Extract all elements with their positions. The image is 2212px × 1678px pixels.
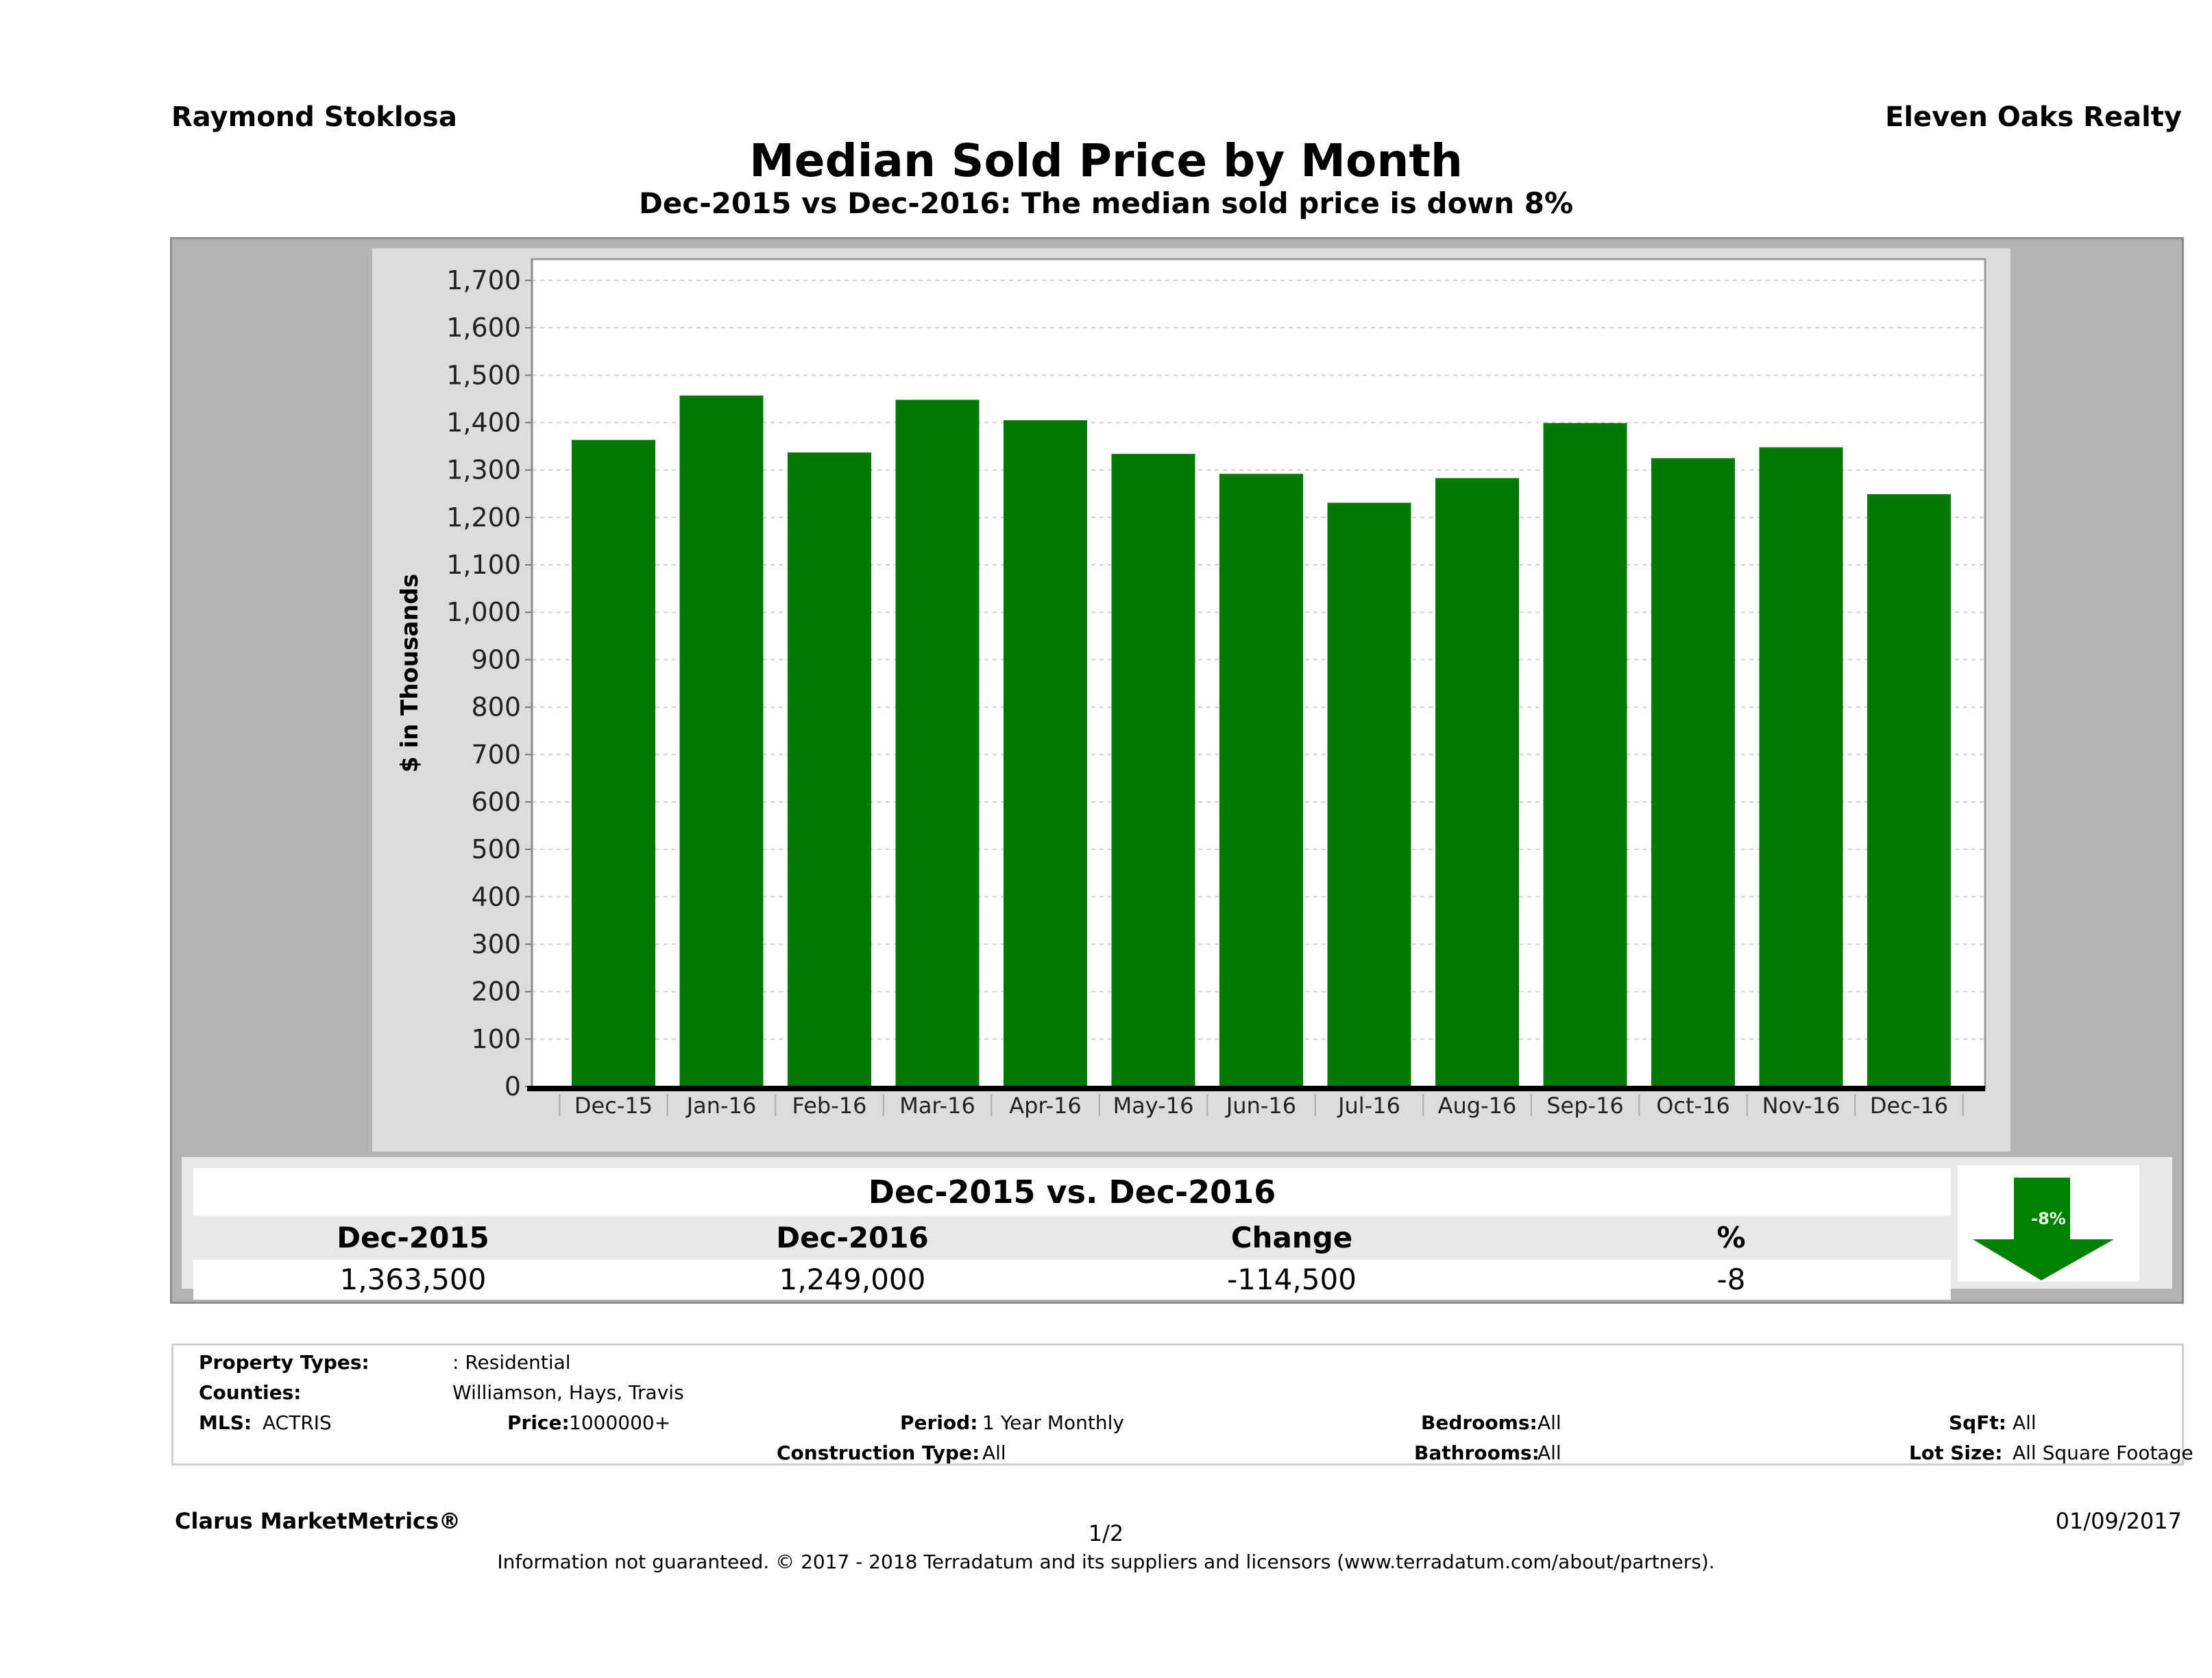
y-tick-label: 800 [471, 692, 521, 722]
bathrooms-label: Bathrooms: [1414, 1442, 1540, 1464]
summary-header-dec2016: Dec-2016 [776, 1221, 929, 1254]
bedrooms-label: Bedrooms: [1421, 1411, 1538, 1434]
bar-may-16 [1111, 454, 1195, 1086]
summary-header-dec2015: Dec-2015 [337, 1221, 489, 1254]
bars [572, 396, 1951, 1086]
property-types-value: : Residential [452, 1351, 571, 1374]
summary-value-dec2016: 1,249,000 [779, 1263, 926, 1296]
x-tick-label: Feb-16 [792, 1093, 867, 1119]
y-tick-label: 1,700 [446, 265, 521, 295]
bar-nov-16 [1759, 447, 1843, 1086]
y-axis-label: $ in Thousands [396, 574, 424, 773]
x-tick-label: Oct-16 [1656, 1093, 1730, 1119]
y-tick-label: 400 [471, 881, 521, 912]
y-tick-label: 1,400 [446, 408, 521, 438]
chart-panel: 0 100 200 300 400 500 600 700 800 900 1,000 1,100 1,… [372, 248, 2010, 1152]
y-tick-label: 1,300 [446, 455, 521, 485]
price-label: Price: [507, 1411, 570, 1434]
y-tick-label: 100 [471, 1024, 521, 1054]
bar-apr-16 [1004, 420, 1087, 1086]
y-tick-label: 600 [471, 787, 521, 817]
y-tick-label: 700 [471, 740, 521, 770]
x-tick-label: Dec-15 [574, 1093, 653, 1119]
chart-subtitle: Dec-2015 vs Dec-2016: The median sold pr… [638, 186, 1574, 220]
construction-type-value: All [982, 1442, 1006, 1464]
x-tick-label: Sep-16 [1546, 1093, 1624, 1119]
summary-header-row: Dec-2015 Dec-2016 Change % [193, 1216, 1951, 1260]
bar-mar-16 [895, 400, 980, 1086]
bar-jun-16 [1219, 474, 1303, 1086]
y-tick-label: 500 [471, 834, 521, 864]
y-tick-label: 1,600 [446, 313, 521, 343]
summary-header-change: Change [1230, 1221, 1353, 1254]
y-tick-label: 1,000 [446, 597, 521, 627]
bar-sep-16 [1543, 423, 1627, 1086]
y-tick-label: 300 [471, 929, 521, 959]
change-indicator-label: -8% [2031, 1209, 2066, 1228]
y-tick-label: 1,100 [446, 550, 521, 580]
report-date: 01/09/2017 [2055, 1508, 2182, 1534]
brokerage-name: Eleven Oaks Realty [1885, 101, 2182, 133]
construction-type-label: Construction Type: [777, 1442, 980, 1464]
y-axis-ticks: 0 100 200 300 400 500 600 700 800 900 1,000 1,100 1,… [446, 265, 532, 1102]
footer-brand: Clarus MarketMetrics® [175, 1508, 461, 1534]
y-tick-label: 900 [471, 644, 521, 674]
x-tick-label: Nov-16 [1762, 1093, 1840, 1119]
bar-jul-16 [1327, 502, 1411, 1086]
x-axis-ticks: Dec-15 Jan-16 Feb-16 Mar-16 Apr-16 May-16 Jun-… [559, 1093, 1964, 1119]
agent-name: Raymond Stoklosa [171, 101, 457, 133]
lot-size-value: All Square Footage [2013, 1442, 2193, 1464]
summary-title: Dec-2015 vs. Dec-2016 [193, 1168, 1951, 1216]
period-label: Period: [900, 1411, 978, 1434]
criteria-box: Property Types: : Residential Counties: … [171, 1343, 2193, 1466]
mls-label: MLS: [199, 1411, 252, 1434]
summary-value-percent: -8 [1716, 1263, 1746, 1296]
y-tick-label: 1,500 [446, 360, 521, 390]
bathrooms-value: All [1538, 1442, 1561, 1464]
y-tick-label: 0 [505, 1071, 521, 1102]
sqft-label: SqFt: [1949, 1411, 2006, 1434]
y-tick-label: 1,200 [446, 502, 521, 533]
x-tick-label: Jan-16 [685, 1093, 757, 1119]
summary-header-percent: % [1716, 1221, 1746, 1254]
x-tick-label: Dec-16 [1870, 1093, 1948, 1119]
x-tick-label: Apr-16 [1009, 1093, 1082, 1119]
page-number: 1/2 [1088, 1520, 1124, 1546]
counties-label: Counties: [199, 1381, 302, 1404]
property-types-label: Property Types: [199, 1351, 369, 1374]
bedrooms-value: All [1538, 1411, 1561, 1434]
bar-aug-16 [1435, 478, 1519, 1086]
y-tick-label: 200 [471, 977, 521, 1007]
sqft-value: All [2013, 1411, 2037, 1434]
down-arrow-icon [1973, 1178, 2114, 1280]
summary-values-row: 1,363,500 1,249,000 -114,500 -8 [193, 1260, 1951, 1300]
x-tick-label: May-16 [1113, 1093, 1194, 1119]
period-value: 1 Year Monthly [982, 1411, 1125, 1434]
x-tick-label: Aug-16 [1438, 1093, 1517, 1119]
lot-size-label: Lot Size: [1909, 1442, 2003, 1464]
mls-value: ACTRIS [263, 1411, 332, 1434]
legal-disclaimer: Information not guaranteed. © 2017 - 201… [497, 1551, 1715, 1573]
bar-dec-16 [1867, 494, 1951, 1086]
bar-chart: 0 100 200 300 400 500 600 700 800 900 1,000 1,100 1,… [396, 258, 1986, 1119]
x-tick-label: Jul-16 [1337, 1093, 1400, 1119]
bar-dec-15 [572, 439, 655, 1086]
counties-value: Williamson, Hays, Travis [452, 1381, 684, 1404]
summary-value-dec2015: 1,363,500 [339, 1263, 487, 1296]
summary-value-change: -114,500 [1227, 1263, 1357, 1296]
bar-feb-16 [788, 452, 871, 1086]
price-value: 1000000+ [569, 1411, 671, 1434]
bar-jan-16 [679, 396, 764, 1086]
x-tick-label: Jun-16 [1225, 1093, 1296, 1119]
x-tick-label: Mar-16 [899, 1093, 975, 1119]
chart-title: Median Sold Price by Month [749, 134, 1463, 187]
bar-oct-16 [1651, 458, 1735, 1086]
change-indicator: -8% [1958, 1165, 2139, 1282]
summary-panel: Dec-2015 vs. Dec-2016 Dec-2015 Dec-2016 … [182, 1157, 2172, 1300]
